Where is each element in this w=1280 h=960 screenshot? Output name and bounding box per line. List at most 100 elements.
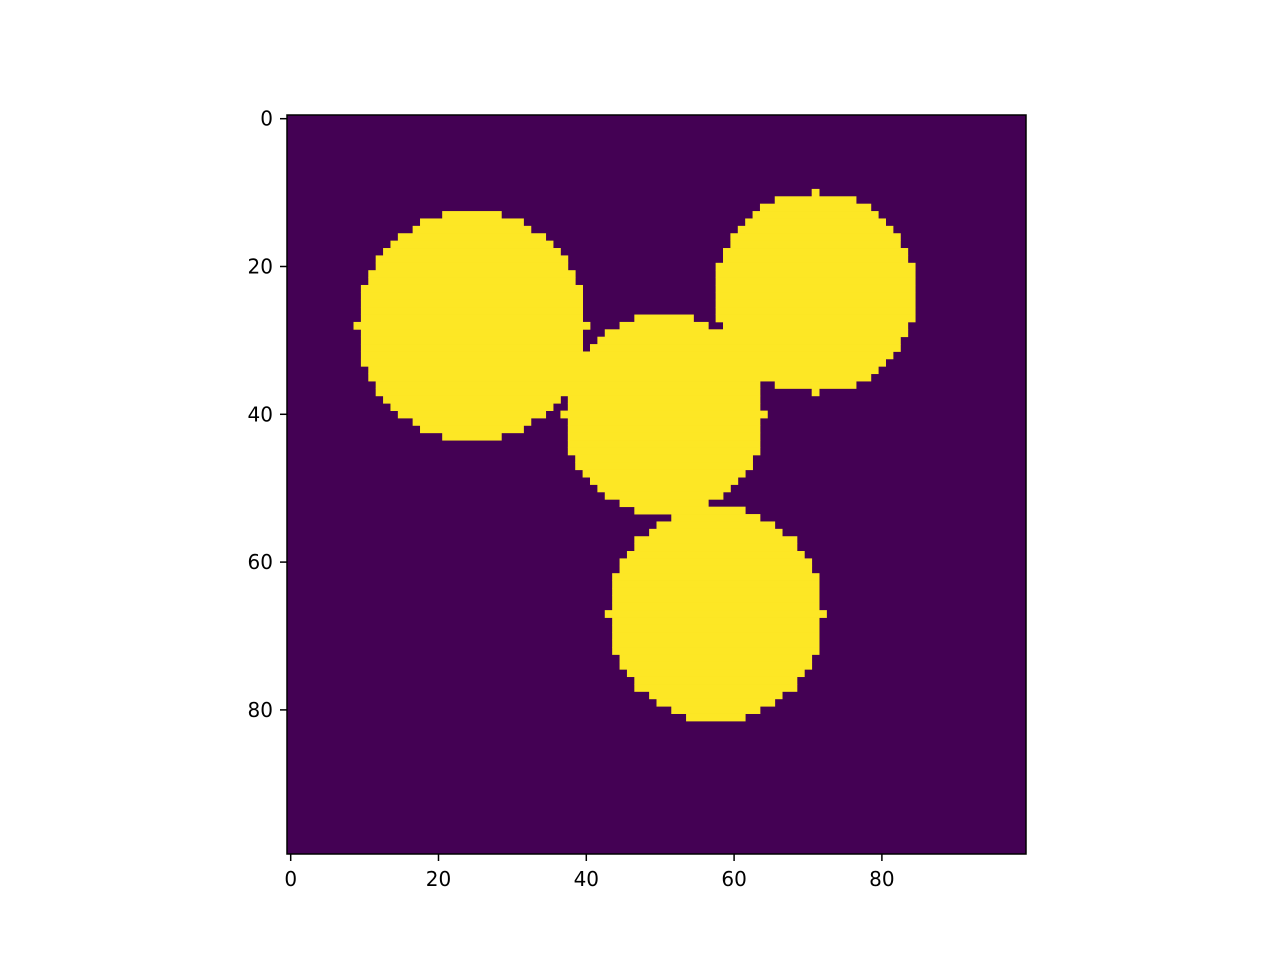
heatmap-cell-run (634, 544, 797, 552)
heatmap-cell-run (568, 440, 761, 448)
heatmap-cell-run (620, 499, 709, 507)
heatmap-cell-run (612, 647, 819, 655)
x-tick-label: 0 (284, 867, 297, 891)
heatmap-cell-run (413, 226, 532, 234)
heatmap-cell-run (716, 307, 916, 315)
heatmap-cell-run (361, 307, 583, 315)
heatmap-cell-run (376, 263, 569, 271)
heatmap-cell-run (383, 396, 561, 404)
heatmap-cell-run (583, 470, 746, 478)
y-tick-label: 40 (248, 402, 273, 426)
heatmap-cell-run (568, 448, 761, 456)
heatmap-cell-run (620, 322, 709, 330)
heatmap-cell-run (723, 248, 908, 256)
heatmap-cell-run (390, 241, 553, 249)
y-tick-label: 60 (248, 550, 273, 574)
heatmap-cell-run (612, 595, 819, 603)
heatmap-cell-run (376, 381, 761, 389)
heatmap-cell-run (361, 344, 583, 352)
heatmap-cell-run (413, 418, 532, 426)
heatmap-cell-run (568, 403, 761, 411)
heatmap-cell-run (634, 677, 797, 685)
heatmap-cell-run (612, 618, 819, 626)
heatmap-cell-run (716, 285, 916, 293)
heatmap-cell-run (420, 425, 524, 433)
x-tick-label: 20 (426, 867, 451, 891)
heatmap-cell-run (649, 691, 782, 699)
heatmap-cell-run (627, 669, 805, 677)
heatmap-cell-run (723, 322, 908, 330)
heatmap-cell-run (634, 536, 797, 544)
heatmap-cell-run (575, 462, 753, 470)
heatmap-cell-run (716, 300, 916, 308)
heatmap-cell-run (361, 337, 583, 345)
heatmap-cell-run (775, 196, 857, 204)
heatmap-cell-run (634, 315, 694, 323)
heatmap-cell-run (745, 218, 886, 226)
y-tick-label: 20 (248, 254, 273, 278)
heatmap-cell-run (590, 477, 738, 485)
heatmap-cell-run (671, 514, 760, 522)
heatmap-cell-run (620, 662, 813, 670)
heatmap-cell-run (627, 551, 805, 559)
heatmap-cell-run (568, 425, 761, 433)
heatmap-cell-run (361, 329, 583, 337)
heatmap-cell-run (361, 292, 583, 300)
heatmap-cell-run (612, 632, 819, 640)
heatmap-cell-run (716, 292, 916, 300)
heatmap-cell-run (671, 706, 760, 714)
y-axis-ticks: 0 20 40 60 80 (248, 107, 287, 722)
heatmap-cell-run (361, 359, 886, 367)
heatmap-cell-run (716, 315, 916, 323)
heatmap-cell-run (442, 433, 502, 441)
heatmap-cell-run (605, 610, 827, 618)
heatmap-cell-run (560, 411, 767, 419)
heatmap-cell-run (612, 603, 819, 611)
heatmap-cell-run (716, 278, 916, 286)
heatmap-image (287, 115, 1026, 854)
heatmap-cell-run (620, 654, 813, 662)
x-tick-label: 60 (721, 867, 746, 891)
heatmap-cell-run (738, 226, 894, 234)
heatmap-cell-run (686, 714, 746, 722)
heatmap-cell-run (568, 433, 761, 441)
x-tick-label: 80 (869, 867, 894, 891)
heatmap-cell-run (368, 270, 575, 278)
heatmap-cell-run (361, 315, 583, 323)
heatmap-cell-run (812, 388, 820, 396)
heatmap-cell-run (612, 573, 819, 581)
heatmap-cell-run (361, 285, 583, 293)
heatmap-cell-run (361, 300, 583, 308)
heatmap-cell-run (383, 248, 561, 256)
heatmap-cell-run (723, 255, 908, 263)
heatmap-cell-run (657, 521, 776, 529)
heatmap-cell-run (812, 189, 820, 197)
heatmap-cell-run (368, 374, 871, 382)
heatmap-cell-run (568, 418, 761, 426)
heatmap-cell-run (730, 233, 900, 241)
heatmap-cell-run (420, 218, 524, 226)
heatmap-cell-run (376, 388, 761, 396)
heatmap-cell-run (716, 270, 916, 278)
heatmap-cell-run (620, 566, 813, 574)
heatmap-cell-run (634, 684, 797, 692)
heatmap-cell-run (354, 322, 591, 330)
heatmap-cell-run (634, 507, 745, 515)
heatmap-cell-run (390, 403, 553, 411)
heatmap-cell-run (368, 278, 575, 286)
heatmap-cell-run (568, 396, 761, 404)
heatmap-cell-run (612, 625, 819, 633)
y-tick-label: 0 (260, 107, 273, 131)
heatmap-cell-run (730, 241, 900, 249)
heatmap-cell-run (597, 337, 900, 345)
heatmap-cell-run (760, 204, 871, 212)
heatmap-cell-run (398, 233, 546, 241)
heatmap-cell-run (716, 263, 916, 271)
heatmap-cell-run (368, 366, 878, 374)
x-axis-ticks: 0 20 40 60 80 (284, 854, 894, 891)
heatmap-cell-run (753, 211, 879, 219)
heatmap-cell-run (612, 581, 819, 589)
y-tick-label: 80 (248, 698, 273, 722)
heatmap-cell-run (649, 529, 782, 537)
